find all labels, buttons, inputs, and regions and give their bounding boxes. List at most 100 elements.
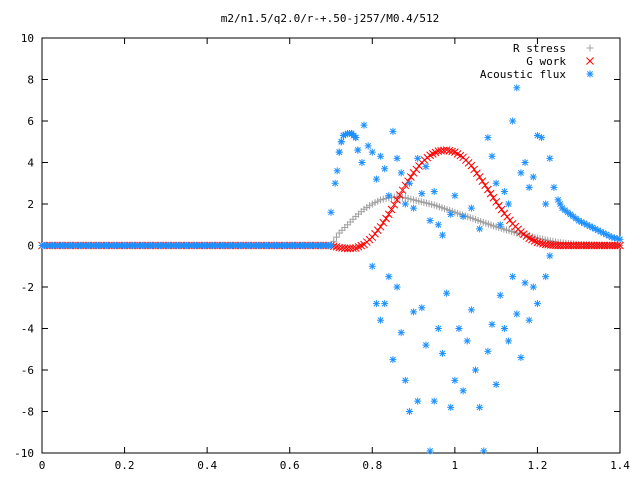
data-point <box>418 304 426 312</box>
data-point <box>384 210 393 219</box>
data-point <box>331 179 339 187</box>
data-point <box>379 218 388 227</box>
y-tick-label: -4 <box>21 323 35 336</box>
y-tick-label: -6 <box>21 364 34 377</box>
data-point <box>484 134 492 142</box>
y-tick-label: 6 <box>27 115 34 128</box>
data-point <box>484 185 492 194</box>
data-point <box>459 212 467 220</box>
data-point <box>484 347 492 355</box>
data-point <box>509 117 517 125</box>
data-point <box>447 210 455 218</box>
data-point <box>376 222 385 231</box>
legend-label: R stress <box>513 42 566 55</box>
data-point <box>389 127 397 135</box>
data-point <box>542 273 550 281</box>
data-point <box>426 217 434 225</box>
data-point <box>495 201 503 210</box>
data-point <box>550 183 558 191</box>
data-point <box>488 152 496 160</box>
data-point <box>459 387 467 395</box>
data-point <box>517 169 525 177</box>
x-tick-label: 0.4 <box>197 459 217 472</box>
data-point <box>430 188 438 196</box>
data-point <box>467 204 475 212</box>
data-point <box>521 279 529 287</box>
data-point <box>364 142 372 150</box>
data-point <box>451 376 459 384</box>
y-tick-label: -2 <box>21 281 34 294</box>
data-point <box>447 403 455 411</box>
data-point <box>397 329 405 337</box>
data-point <box>513 84 521 92</box>
legend-label: Acoustic flux <box>480 68 566 81</box>
data-point <box>372 300 380 308</box>
data-point <box>492 381 500 389</box>
data-point <box>616 235 624 243</box>
y-tick-label: 2 <box>27 198 34 211</box>
y-tick-label: 4 <box>27 157 34 170</box>
data-point <box>472 366 479 374</box>
data-point <box>476 225 484 233</box>
data-point <box>354 146 362 154</box>
data-point <box>475 173 484 181</box>
data-point <box>517 354 525 362</box>
data-point <box>426 447 434 455</box>
data-point <box>395 191 404 199</box>
data-point <box>397 169 405 177</box>
data-point <box>398 186 407 195</box>
series-g-work <box>38 146 624 253</box>
data-point <box>351 244 360 252</box>
data-point <box>393 154 401 162</box>
data-point <box>470 165 478 174</box>
data-point <box>414 154 422 162</box>
legend-marker <box>586 57 594 65</box>
data-point <box>533 300 541 308</box>
data-point <box>387 205 396 214</box>
data-point <box>513 310 521 318</box>
data-point <box>382 214 390 223</box>
data-point <box>496 221 504 229</box>
data-point <box>422 341 430 349</box>
series-acoustic-flux <box>38 84 624 455</box>
y-tick-label: 0 <box>27 240 34 253</box>
data-point <box>360 121 368 129</box>
data-point <box>414 397 422 405</box>
y-tick-label: 10 <box>21 32 34 45</box>
data-point <box>486 189 495 198</box>
data-point <box>525 183 533 191</box>
x-tick-label: 0.2 <box>115 459 135 472</box>
data-point <box>430 397 438 405</box>
x-tick-label: 0.8 <box>362 459 382 472</box>
data-point <box>525 316 533 324</box>
data-point <box>357 241 366 250</box>
data-point <box>333 167 341 175</box>
data-point <box>327 208 335 216</box>
series-layer <box>38 84 624 455</box>
data-point <box>521 159 529 166</box>
data-point <box>438 231 446 239</box>
data-point <box>546 252 554 260</box>
data-point <box>354 242 363 251</box>
data-point <box>401 200 409 208</box>
x-tick-label: 0.6 <box>280 459 300 472</box>
y-tick-label: -8 <box>21 406 34 419</box>
data-point <box>390 200 399 209</box>
data-point <box>443 289 451 297</box>
data-point <box>385 273 393 281</box>
data-point <box>496 291 504 299</box>
data-point <box>422 163 430 171</box>
data-point <box>410 204 418 212</box>
data-point <box>389 356 397 364</box>
data-point <box>538 134 546 142</box>
data-point <box>529 173 537 181</box>
legend-label: G work <box>526 55 566 68</box>
data-point <box>542 200 550 208</box>
x-tick-label: 1.2 <box>527 459 547 472</box>
data-point <box>381 300 389 308</box>
data-point <box>492 179 500 187</box>
data-point <box>480 447 488 455</box>
data-point <box>405 408 413 415</box>
